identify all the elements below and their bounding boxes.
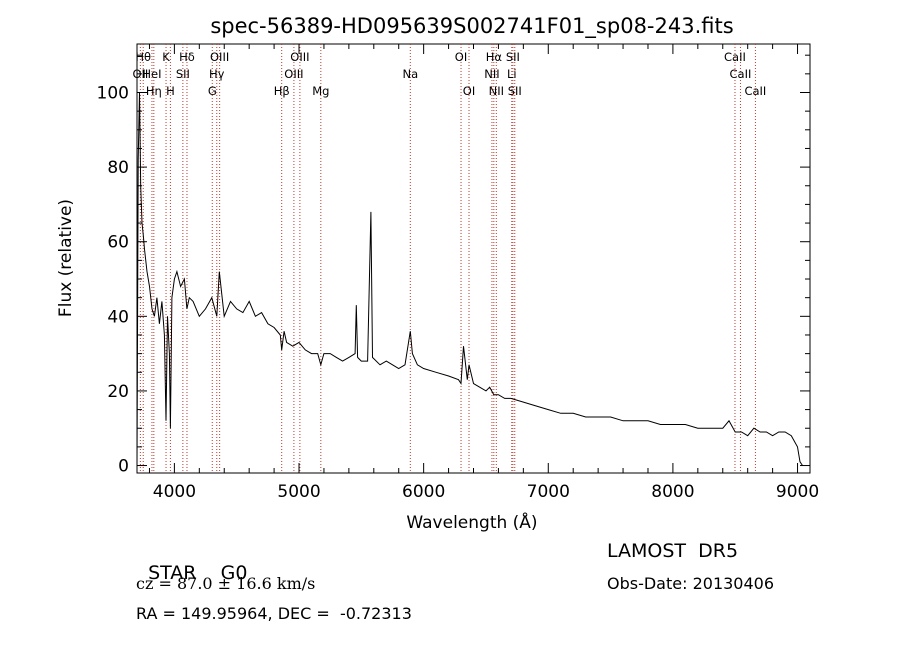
x-tick-label-0: 4000 bbox=[153, 482, 196, 502]
y-axis-label: Flux (relative) bbox=[56, 199, 76, 317]
class-label: STAR bbox=[148, 562, 197, 584]
line-label-20: NII bbox=[489, 84, 504, 98]
line-label-3: Hη bbox=[146, 84, 162, 98]
line-label-14: Mg bbox=[312, 84, 329, 98]
line-label-11: Hβ bbox=[274, 84, 290, 98]
line-label-13: OIII bbox=[290, 50, 309, 64]
line-label-22: SII bbox=[506, 50, 520, 64]
y-tick-label-2: 40 bbox=[107, 307, 129, 327]
spectrum-series-line bbox=[136, 92, 803, 466]
x-axis: 4000 5000 6000 7000 8000 9000 bbox=[148, 44, 819, 502]
line-label-1: Hθ bbox=[135, 50, 151, 64]
line-label-12: OIII bbox=[284, 67, 303, 81]
line-label-16: OI bbox=[455, 50, 467, 64]
x-tick-label-4: 8000 bbox=[651, 482, 694, 502]
chart-title: spec-56389-HD095639S002741F01_sp08-243.f… bbox=[210, 14, 733, 39]
y-tick-label-3: 60 bbox=[107, 233, 129, 253]
y-tick-label-1: 20 bbox=[107, 382, 129, 402]
y-axis: 0 20 40 60 80 100 bbox=[97, 54, 810, 477]
line-label-15: Na bbox=[402, 67, 418, 81]
survey-label: LAMOST DR5 bbox=[607, 540, 739, 562]
y-tick-label-5: 100 bbox=[97, 83, 129, 103]
line-label-19: Hα bbox=[486, 50, 503, 64]
x-axis-label: Wavelength (Å) bbox=[406, 511, 537, 533]
x-tick-label-3: 7000 bbox=[527, 482, 570, 502]
line-label-7: SII bbox=[176, 67, 190, 81]
spectral-line-labels: OIIHθHeIHηKHHδSIIGHγOIIIHβOIIIOIIIMgNaOI… bbox=[132, 50, 766, 98]
line-label-17: OI bbox=[463, 84, 475, 98]
line-label-4: K bbox=[162, 50, 170, 64]
line-label-26: CaII bbox=[744, 84, 766, 98]
x-tick-label-1: 5000 bbox=[277, 482, 320, 502]
line-label-18: NII bbox=[484, 67, 499, 81]
line-label-6: Hδ bbox=[179, 50, 195, 64]
line-label-10: OIII bbox=[210, 50, 229, 64]
line-label-25: CaII bbox=[730, 67, 752, 81]
x-tick-label-2: 6000 bbox=[402, 482, 445, 502]
plot-frame bbox=[136, 43, 811, 474]
line-label-8: G bbox=[208, 84, 217, 98]
y-tick-label-4: 80 bbox=[107, 158, 129, 178]
line-label-9: Hγ bbox=[209, 67, 225, 81]
coordinates: RA = 149.95964, DEC = -0.72313 bbox=[136, 604, 412, 623]
redshift-readout: cz = 87.0 ± 16.6 km/s bbox=[136, 574, 316, 593]
x-tick-label-5: 9000 bbox=[776, 482, 819, 502]
object-class: STAR G0 bbox=[136, 540, 247, 584]
line-label-21: Li bbox=[507, 67, 517, 81]
line-label-5: H bbox=[166, 84, 175, 98]
obs-date: Obs-Date: 20130406 bbox=[607, 574, 775, 593]
line-label-23: SII bbox=[508, 84, 522, 98]
line-label-2: HeI bbox=[142, 67, 161, 81]
subclass-label: G0 bbox=[220, 562, 248, 584]
line-label-24: CaII bbox=[724, 50, 746, 64]
y-tick-label-0: 0 bbox=[118, 457, 129, 477]
spectral-line-markers bbox=[139, 44, 756, 473]
